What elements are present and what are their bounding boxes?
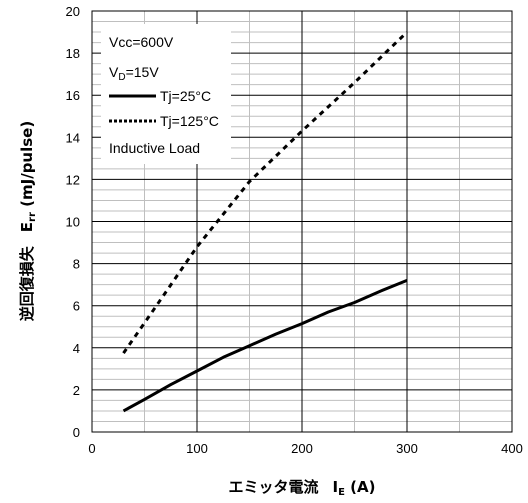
x-tick-label: 400: [501, 441, 523, 456]
legend-tj25: Tj=25°C: [160, 88, 211, 104]
x-tick-label: 200: [291, 441, 313, 456]
y-tick-label: 10: [66, 215, 80, 230]
y-tick-label: 2: [73, 383, 80, 398]
y-tick-label: 8: [73, 257, 80, 272]
y-tick-label: 6: [73, 299, 80, 314]
series-line-tj125: [122, 31, 409, 354]
series-layer: [122, 31, 409, 413]
x-tick-label: 0: [88, 441, 95, 456]
legend-vd: VD=15V: [109, 64, 159, 83]
legend-inductive: Inductive Load: [109, 140, 200, 156]
y-tick-label: 18: [66, 46, 80, 61]
y-tick-label: 16: [66, 88, 80, 103]
plot-frame: [91, 10, 513, 433]
legend-vcc: Vcc=600V: [109, 34, 174, 50]
legend-tj125: Tj=125°C: [160, 113, 219, 129]
y-tick-label: 12: [66, 172, 80, 187]
x-axis-title: エミッタ電流 IE (A): [229, 478, 376, 498]
y-tick-label: 4: [73, 341, 80, 356]
legend: Vcc=600V VD=15V Tj=25°C Tj=125°C Inducti…: [101, 24, 231, 164]
x-tick-label: 100: [186, 441, 208, 456]
y-tick-label: 0: [73, 425, 80, 440]
y-tick-label: 14: [66, 130, 80, 145]
x-tick-labels: 0 100 200 300 400: [88, 441, 522, 456]
series-line-tj25: [122, 279, 408, 413]
legend-background: [101, 24, 231, 164]
x-tick-label: 300: [396, 441, 418, 456]
y-tick-label: 20: [66, 4, 80, 19]
y-axis-title: 逆回復損失Err (mJ/pulse): [18, 121, 38, 321]
y-tick-labels: 0 2 4 6 8 10 12 14 16 18 20: [66, 4, 80, 440]
